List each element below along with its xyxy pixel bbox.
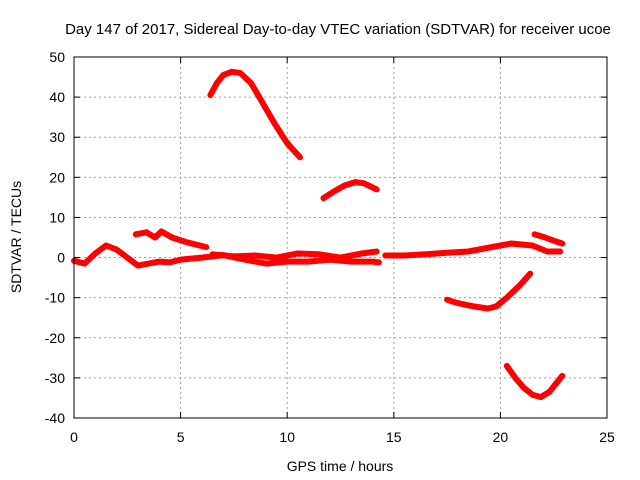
chart-title: Day 147 of 2017, Sidereal Day-to-day VTE… — [65, 21, 611, 38]
y-tick-label: 40 — [49, 89, 65, 105]
y-tick-label: 50 — [49, 49, 65, 65]
x-axis-label: GPS time / hours — [287, 458, 394, 474]
y-tick-label: -40 — [45, 410, 65, 426]
y-tick-label: -20 — [45, 330, 65, 346]
y-tick-label: 0 — [57, 250, 65, 266]
y-axis-label: SDTVAR / TECUs — [8, 181, 24, 293]
x-tick-label: 0 — [70, 429, 78, 445]
y-tick-label: 10 — [49, 209, 65, 225]
series-arc-late-positive — [531, 231, 566, 247]
y-axis-ticks: -40 -30 -20 -10 0 10 20 30 40 50 — [45, 49, 607, 426]
y-tick-label: -10 — [45, 290, 65, 306]
x-tick-label: 25 — [599, 429, 615, 445]
series-arc-hump-13h — [320, 179, 380, 202]
series-arc-deep-22h — [503, 362, 566, 401]
y-tick-label: 30 — [49, 129, 65, 145]
plot-frame — [73, 56, 608, 419]
series-arc-near-zero-a — [71, 242, 382, 269]
x-tick-label: 10 — [279, 429, 295, 445]
y-tick-label: 20 — [49, 169, 65, 185]
x-tick-label: 15 — [386, 429, 402, 445]
y-tick-label: -30 — [45, 370, 65, 386]
x-tick-label: 20 — [493, 429, 509, 445]
x-tick-label: 5 — [177, 429, 185, 445]
series-arc-early-positive — [132, 228, 210, 251]
series-arc-dip-19h — [444, 270, 534, 312]
series-arc-upper-peak — [207, 68, 303, 161]
series-arc-near-zero-b — [209, 248, 380, 261]
series-arc-near-zero-c — [382, 240, 564, 259]
x-axis-ticks: 0 5 10 15 20 25 — [70, 57, 615, 445]
data-series — [71, 68, 566, 401]
